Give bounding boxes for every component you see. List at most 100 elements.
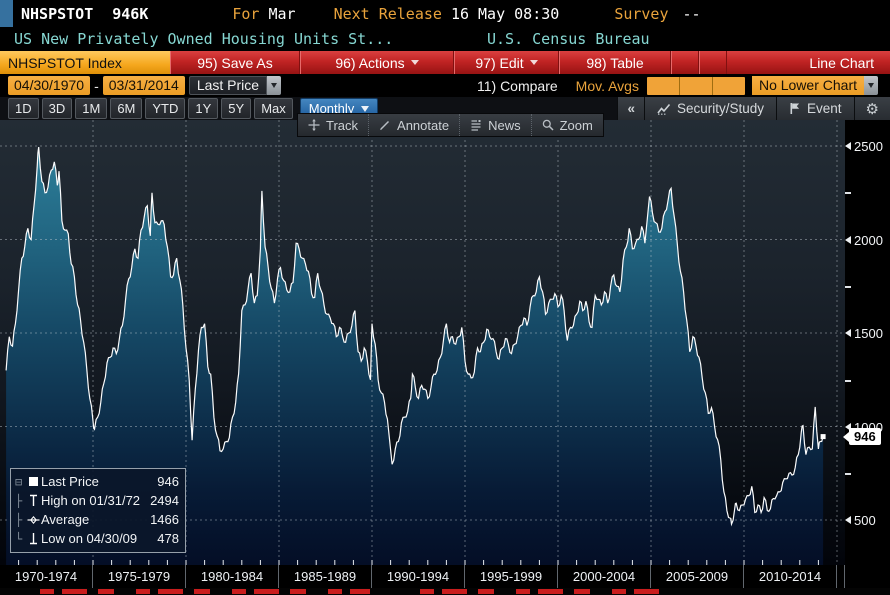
annotate-pencil-icon <box>380 120 390 130</box>
chart-type-label: Line Chart <box>809 54 874 71</box>
axis-tick-icon <box>845 423 851 431</box>
x-axis-label: 1995-1999 <box>465 565 558 588</box>
moving-average-input[interactable] <box>646 76 679 95</box>
gear-icon[interactable]: ⚙ <box>853 97 890 120</box>
event-button[interactable]: Event <box>776 97 854 120</box>
flag-icon <box>790 103 800 114</box>
year-ticks <box>18 560 819 565</box>
high-value: 2494 <box>150 493 179 508</box>
y-axis-label: 1500 <box>845 325 883 341</box>
last-price-axis-tag: 946 <box>843 428 881 445</box>
lower-chart-select[interactable]: No Lower Chart <box>751 76 864 95</box>
price-area-fill <box>6 147 824 565</box>
period-bar-right: « Security/Study Event ⚙ <box>617 97 890 120</box>
security-study-button[interactable]: Security/Study <box>643 97 777 120</box>
range-bar-right: 11) Compare Mov. Avgs No Lower Chart <box>477 76 890 95</box>
moving-average-input[interactable] <box>711 76 745 95</box>
average-value: 1466 <box>150 512 179 527</box>
track-button[interactable]: Track <box>298 114 368 136</box>
x-axis-label: 2005-2009 <box>651 565 744 588</box>
legend-row-average: ├ Average 1466 <box>15 512 179 527</box>
axis-tick-icon <box>845 516 851 524</box>
moving-average-inputs <box>646 76 745 95</box>
dropdown-caret-icon <box>361 105 370 112</box>
axis-tick-icon <box>845 142 851 150</box>
period-1d-button[interactable]: 1D <box>8 98 39 119</box>
legend-row-last-price: ⊟ Last Price 946 <box>15 474 179 489</box>
zoom-magnifier-icon <box>542 119 554 131</box>
y-axis-minor-tick <box>845 286 851 288</box>
dropdown-caret-icon <box>271 83 278 88</box>
high-marker-icon <box>25 494 41 507</box>
dropdown-caret-icon <box>529 60 538 65</box>
x-axis-label: 1975-1979 <box>93 565 186 588</box>
period-1m-button[interactable]: 1M <box>75 98 108 119</box>
period-3d-button[interactable]: 3D <box>41 98 73 119</box>
annotate-button[interactable]: Annotate <box>368 114 459 136</box>
zoom-button[interactable]: Zoom <box>530 114 603 136</box>
clipped-text-row <box>0 588 890 595</box>
x-axis-label: 1985-1989 <box>279 565 372 588</box>
axis-tick-icon <box>845 329 851 337</box>
period-ytd-button[interactable]: YTD <box>145 98 186 119</box>
y-axis-minor-tick <box>845 192 851 194</box>
period-max-button[interactable]: Max <box>254 98 293 119</box>
survey-value: -- <box>682 4 701 23</box>
end-date-field[interactable]: 03/31/2014 <box>102 76 185 95</box>
y-axis-label: 500 <box>845 512 876 528</box>
range-bar: 04/30/1970 - 03/31/2014 Last Price 11) C… <box>0 74 890 97</box>
moving-averages-label[interactable]: Mov. Avgs <box>575 77 639 94</box>
period-1y-button[interactable]: 1Y <box>188 98 219 119</box>
table-button[interactable]: 98) Table <box>559 51 671 74</box>
price-line <box>5 147 824 527</box>
security-tab[interactable]: NHSPSTOT Index <box>0 51 170 74</box>
tree-corner-icon: └ <box>15 531 23 546</box>
tree-branch-icon: ├ <box>15 493 23 508</box>
ticker-symbol: NHSPSTOT <box>21 4 94 23</box>
collapse-panel-button[interactable]: « <box>617 97 644 120</box>
track-icon <box>308 119 320 131</box>
empty-menu-slot <box>699 51 727 74</box>
series-description: US New Privately Owned Housing Units St.… <box>14 30 394 48</box>
edit-menu[interactable]: 97) Edit <box>454 51 559 74</box>
x-axis-label: 1970-1974 <box>0 565 93 588</box>
chart-legend: ⊟ Last Price 946 ├ High on 01/31/72 2494… <box>10 468 186 553</box>
price-field-dropdown-button[interactable] <box>267 76 282 95</box>
moving-average-input[interactable] <box>678 76 712 95</box>
empty-menu-slot <box>671 51 699 74</box>
price-field-select[interactable]: Last Price <box>188 76 268 95</box>
compare-button[interactable]: 11) Compare <box>476 77 558 94</box>
news-icon <box>471 120 481 131</box>
news-button[interactable]: News <box>459 114 531 136</box>
clipped-red-text <box>40 589 370 594</box>
price-chart[interactable] <box>0 120 845 565</box>
y-axis-label: 2000 <box>845 232 883 248</box>
last-price-value: 946 <box>157 474 179 489</box>
axis-tick-icon <box>845 236 851 244</box>
title-bar: NHSPSTOT 946K For Mar Next Release 16 Ma… <box>0 0 890 27</box>
red-menu-bar: NHSPSTOT Index 95) Save As 96) Actions 9… <box>0 51 890 74</box>
x-axis-stub <box>837 565 845 588</box>
dropdown-caret-icon <box>410 60 419 65</box>
lower-chart-dropdown-button[interactable] <box>864 76 878 95</box>
actions-menu[interactable]: 96) Actions <box>300 51 454 74</box>
chart-region: Track Annotate News Zoom ⊟ Last Price 94… <box>0 113 890 565</box>
y-axis: 2500 2000 1500 1000 500 946 <box>843 120 890 565</box>
current-value: 946K <box>112 4 149 23</box>
clipped-red-text <box>420 589 670 594</box>
x-axis-label: 2000-2004 <box>558 565 651 588</box>
legend-row-low: └ Low on 04/30/09 478 <box>15 531 179 546</box>
tree-branch-icon: ├ <box>15 512 23 527</box>
save-as-button[interactable]: 95) Save As <box>170 51 300 74</box>
next-release-datetime: 16 May 08:30 <box>450 4 560 23</box>
panel-indicator <box>0 0 13 27</box>
y-axis-minor-tick <box>845 473 851 475</box>
period-5y-button[interactable]: 5Y <box>221 98 252 119</box>
tree-expand-icon[interactable]: ⊟ <box>15 474 23 489</box>
period-6m-button[interactable]: 6M <box>110 98 143 119</box>
start-date-field[interactable]: 04/30/1970 <box>8 76 91 95</box>
period-bar: 1D 3D 1M 6M YTD 1Y 5Y Max Monthly « Secu… <box>0 97 890 120</box>
x-axis-label: 2010-2014 <box>744 565 837 588</box>
axis-corner <box>845 565 889 588</box>
